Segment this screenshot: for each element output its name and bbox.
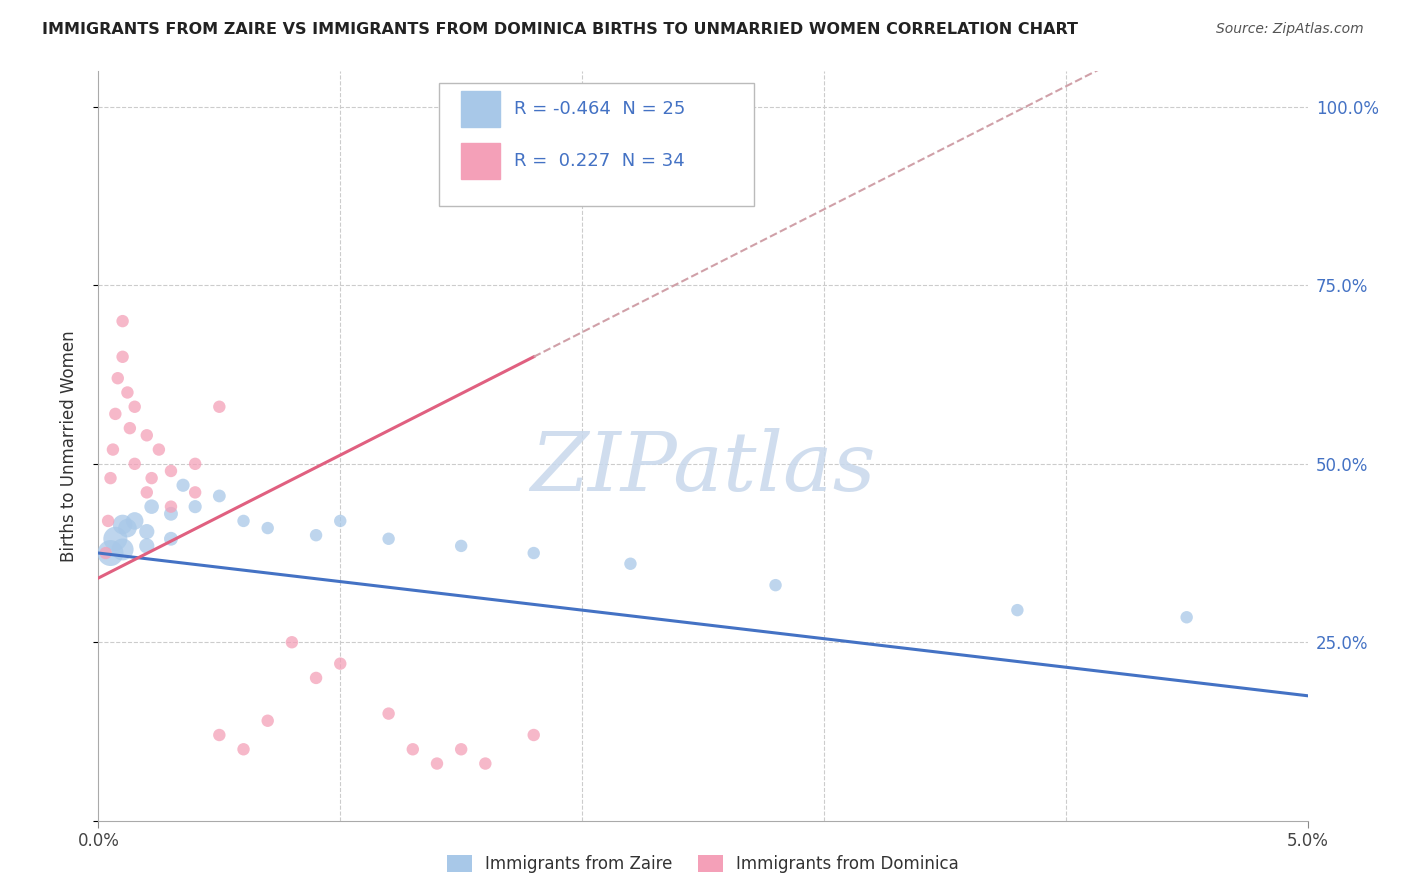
Text: Source: ZipAtlas.com: Source: ZipAtlas.com [1216,22,1364,37]
Point [281,635,304,649]
Point [135,485,157,500]
Point [172,478,194,492]
Point [135,428,157,442]
Point [256,521,278,535]
Point [208,489,231,503]
Point [232,514,254,528]
Point [111,314,134,328]
Point [160,500,183,514]
Point [305,671,328,685]
Point [135,524,157,539]
FancyBboxPatch shape [440,83,754,206]
Legend: Immigrants from Zaire, Immigrants from Dominica: Immigrants from Zaire, Immigrants from D… [440,848,966,880]
Point [329,514,352,528]
Bar [461,144,501,179]
Point [184,500,207,514]
Point [111,542,134,557]
Text: R =  0.227  N = 34: R = 0.227 N = 34 [515,153,685,170]
Point [571,136,593,150]
Point [104,532,127,546]
Point [208,728,231,742]
Point [160,464,183,478]
Point [256,714,278,728]
Point [124,400,146,414]
Point [402,742,425,756]
Point [100,471,122,485]
Point [94,546,117,560]
Point [208,400,231,414]
Point [523,728,546,742]
Point [117,385,139,400]
Point [619,557,641,571]
Point [765,578,787,592]
Point [523,546,546,560]
Point [232,742,254,756]
Point [1007,603,1029,617]
Text: ZIPatlas: ZIPatlas [530,428,876,508]
Point [377,706,399,721]
Point [117,521,139,535]
Point [426,756,449,771]
Point [450,539,472,553]
Bar [461,91,501,127]
Point [107,371,129,385]
Point [148,442,170,457]
Point [184,457,207,471]
Point [1175,610,1198,624]
Point [474,756,496,771]
Point [305,528,328,542]
Y-axis label: Births to Unmarried Women: Births to Unmarried Women [59,330,77,562]
Point [124,457,146,471]
Point [141,500,163,514]
Point [111,517,134,532]
Point [101,442,124,457]
Point [141,471,163,485]
Point [160,532,183,546]
Point [111,350,134,364]
Point [377,532,399,546]
Point [100,546,122,560]
Point [104,407,127,421]
Point [135,539,157,553]
Point [97,514,120,528]
Point [124,514,146,528]
Point [450,742,472,756]
Text: R = -0.464  N = 25: R = -0.464 N = 25 [515,100,686,118]
Point [118,421,141,435]
Point [160,507,183,521]
Text: IMMIGRANTS FROM ZAIRE VS IMMIGRANTS FROM DOMINICA BIRTHS TO UNMARRIED WOMEN CORR: IMMIGRANTS FROM ZAIRE VS IMMIGRANTS FROM… [42,22,1078,37]
Point [329,657,352,671]
Point [184,485,207,500]
